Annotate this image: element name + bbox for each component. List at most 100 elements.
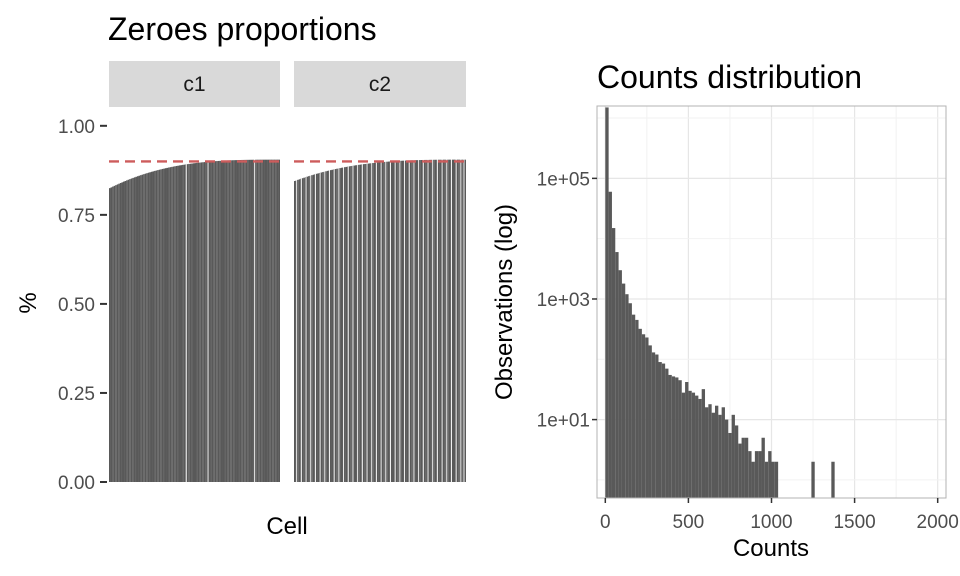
left-bar-c2-72	[405, 160, 407, 483]
left-bar-c1-64	[206, 161, 208, 483]
left-bar-c2-87	[428, 159, 431, 482]
left-bar-c1-57	[196, 162, 198, 483]
left-bar-c1-40	[169, 167, 172, 482]
left-bar-c1-81	[233, 160, 235, 482]
left-bar-c1-42	[172, 166, 175, 482]
left-bar-c2-61	[387, 161, 390, 482]
left-bar-c1-86	[241, 159, 243, 482]
left-bar-c2-49	[369, 163, 371, 482]
left-bar-c2-109	[462, 159, 464, 482]
left-bar-c1-62	[203, 162, 206, 482]
left-bar-c2-73	[406, 160, 409, 483]
right-bar-660	[715, 405, 719, 498]
right-bar-1360	[831, 461, 835, 498]
left-bar-c1-39	[168, 167, 170, 482]
left-bar-c1-32	[157, 170, 159, 482]
facet-strip-c2-background	[294, 61, 466, 107]
right-bar-300	[655, 354, 659, 498]
left-y-tick-label-4: 1.00	[58, 117, 95, 138]
right-x-axis-title: Counts	[733, 535, 809, 562]
left-bar-c1-102	[266, 159, 268, 482]
left-bar-c2-81	[419, 160, 421, 483]
right-bar-780	[734, 425, 739, 498]
right-bar-60	[615, 252, 619, 498]
right-bar-340	[661, 363, 666, 498]
right-bar-240	[645, 337, 649, 498]
left-bar-c2-91	[434, 159, 437, 482]
left-bar-c2-2	[295, 180, 297, 482]
left-bar-c1-45	[177, 165, 179, 482]
left-bar-c2-5	[300, 178, 301, 482]
left-bar-c1-67	[211, 161, 214, 482]
right-bar-920	[758, 451, 762, 498]
right-x-tick-label-1000: 1000	[750, 512, 792, 533]
right-bar-760	[731, 414, 735, 498]
right-bar-480	[685, 382, 689, 498]
right-bar-1240	[811, 461, 815, 498]
left-bar-c1-82	[234, 160, 237, 482]
left-y-tick-label-3: 0.75	[58, 206, 95, 227]
right-bar-580	[701, 389, 706, 498]
right-bar-840	[744, 437, 749, 498]
left-bar-c1-83	[236, 160, 239, 482]
left-bar-c2-31	[340, 167, 343, 482]
left-bar-c1-91	[248, 159, 251, 483]
left-bar-c1-59	[199, 162, 201, 482]
left-bar-c2-11	[309, 175, 311, 482]
left-bar-c2-36	[348, 166, 351, 482]
right-gridlines	[597, 106, 946, 498]
left-bar-c2-47	[365, 163, 367, 482]
left-bar-c1-23	[143, 174, 145, 482]
left-y-axis-title: %	[15, 292, 42, 313]
left-bar-c1-9	[121, 182, 123, 482]
left-bar-c1-66	[210, 161, 212, 482]
right-bar-980	[768, 451, 772, 498]
left-bar-c2-58	[383, 161, 385, 482]
left-bar-c1-52	[188, 163, 190, 482]
left-bar-c1-17	[133, 177, 136, 482]
left-bar-c1-61	[202, 162, 204, 483]
left-bar-c2-45	[362, 164, 365, 482]
right-chart-title: Counts distribution	[597, 59, 862, 95]
left-bar-c2-27	[334, 169, 337, 482]
facet-label-c2: c2	[369, 73, 391, 96]
left-bar-c1-90	[247, 159, 249, 482]
left-bar-c2-101	[450, 159, 452, 482]
left-bar-c1-5	[115, 185, 117, 482]
left-bar-c2-107	[459, 159, 461, 482]
left-bar-c1-54	[191, 163, 193, 482]
right-bar-80	[618, 270, 622, 498]
left-bar-c1-16	[132, 177, 134, 483]
right-bar-620	[708, 404, 712, 498]
left-bar-c1-100	[262, 159, 265, 483]
left-bar-c2-53	[375, 162, 376, 482]
left-bar-c1-75	[224, 160, 226, 482]
left-bar-c1-25	[146, 173, 148, 482]
right-bar-900	[754, 451, 759, 498]
left-bar-c2-48	[367, 163, 370, 482]
left-bar-c1-78	[228, 160, 231, 482]
left-bar-c2-23	[328, 170, 330, 482]
left-bar-c1-14	[129, 179, 131, 483]
left-bar-c2-28	[336, 168, 338, 482]
right-bar-400	[671, 376, 676, 498]
left-bar-c1-96	[256, 159, 259, 482]
left-bar-c1-69	[214, 161, 217, 482]
left-bar-c1-8	[119, 183, 122, 482]
right-bar-1020	[774, 461, 779, 498]
left-bar-c1-92	[250, 159, 253, 482]
facet-strip-c1-background	[109, 61, 280, 107]
left-bar-c1-108	[275, 159, 277, 482]
left-bar-c2-83	[422, 159, 423, 482]
left-bar-c2-75	[409, 160, 412, 483]
left-bar-c2-29	[337, 168, 339, 483]
right-y-axis-title: Observations (log)	[491, 204, 518, 400]
left-bar-c2-79	[415, 160, 418, 482]
left-bar-c2-86	[426, 159, 428, 482]
left-bar-c2-37	[350, 166, 352, 482]
left-bar-c1-107	[273, 159, 276, 482]
left-bar-c2-43	[359, 164, 362, 483]
left-bar-c1-19	[136, 176, 139, 483]
right-bar-380	[668, 374, 672, 498]
left-bar-c2-94	[439, 159, 441, 482]
